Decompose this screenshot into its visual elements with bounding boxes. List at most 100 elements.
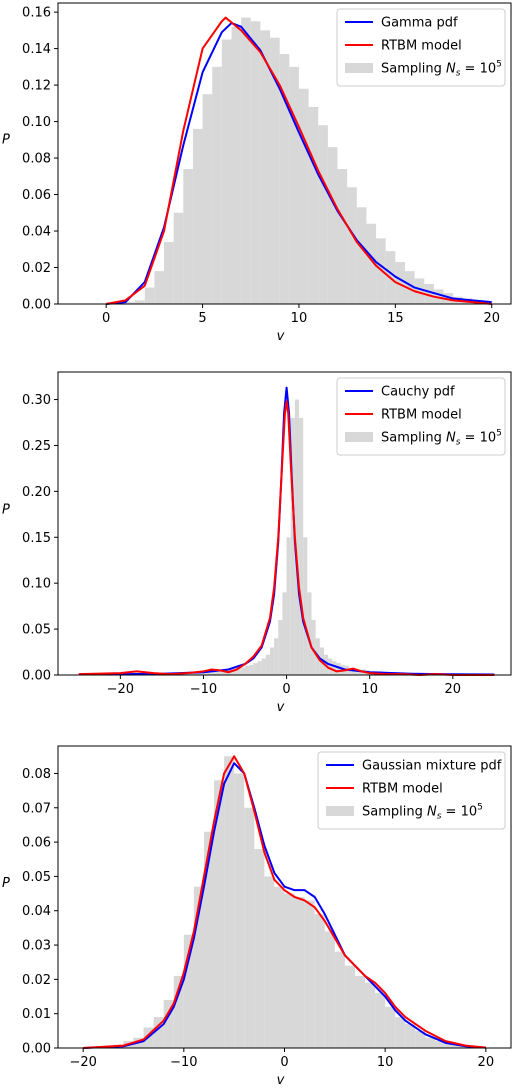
histogram-bar [318,125,328,304]
histogram-bar [249,665,253,675]
histogram-bar [260,30,270,304]
histogram-bar [309,107,319,304]
histogram-bar [332,661,336,675]
y-tick-label: 0.04 [22,904,51,919]
y-tick-label: 0.04 [22,225,51,240]
y-tick-label: 0.02 [22,261,51,276]
histogram-bar [365,983,375,1048]
legend-label: Cauchy pdf [381,385,455,400]
histogram-bar [299,418,303,675]
y-axis-label: P [2,133,10,148]
histogram-bar [245,666,249,675]
histogram-bar [193,129,203,304]
y-tick-label: 0.08 [22,152,51,167]
histogram-bar [216,671,220,675]
histogram-bar [305,900,315,1048]
histogram-bar [274,887,284,1048]
histogram-bar [315,914,325,1048]
histogram-bar [183,169,193,304]
histogram-bar [145,288,155,304]
histogram-bar [257,661,261,675]
histogram-bar [244,808,254,1048]
legend-label: RTBM model [381,39,462,54]
histogram-bar [287,537,291,675]
x-tick-label: 10 [361,682,378,697]
histogram-bar [270,647,274,675]
y-tick-label: 0.06 [22,188,51,203]
histogram-bar [262,658,266,675]
legend-sampling-swatch [345,432,373,442]
y-tick-label: 0.08 [22,767,51,782]
histogram-bar [285,894,295,1048]
x-tick-label: −10 [190,682,217,697]
legend-label: Sampling Ns = 105 [362,803,483,822]
histogram-bar [295,897,305,1048]
x-tick-label: 10 [291,311,308,326]
histogram-bar [251,21,261,304]
histogram-bar [241,18,251,304]
y-tick-label: 0.05 [22,623,51,638]
histogram-bar [231,27,241,304]
y-tick-label: 0.00 [22,1042,51,1057]
histogram-bar [338,169,348,304]
x-tick-label: 0 [280,1055,288,1070]
histogram-bar [357,207,367,304]
histogram-bar [241,668,245,675]
histogram-bar [325,931,335,1048]
y-tick-label: 0.30 [22,393,51,408]
histogram-bar [355,976,365,1048]
y-tick-label: 0.00 [22,298,51,313]
legend: Cauchy pdf RTBM model Sampling Ns = 105 [337,378,505,455]
y-axis-label: P [2,503,10,518]
histogram-bar [303,537,307,675]
histogram-bar [224,756,234,1048]
x-axis-label: v [277,700,285,715]
histogram-bar [264,876,274,1048]
x-axis-label: v [277,329,285,344]
y-tick-label: 0.14 [22,42,51,57]
x-tick-label: −10 [170,1055,197,1070]
histogram-bar [222,39,232,304]
legend-label: RTBM model [362,782,443,797]
x-tick-label: 5 [198,311,206,326]
y-tick-label: 0.10 [22,577,51,592]
histogram-bar [385,1007,395,1048]
y-tick-label: 0.10 [22,115,51,130]
histogram-bar [328,147,338,304]
legend-label: RTBM model [381,408,462,423]
x-tick-label: 15 [387,311,404,326]
histogram-bar [164,242,174,304]
y-tick-label: 0.20 [22,485,51,500]
histogram-bar [289,67,299,304]
x-tick-label: −20 [69,1055,96,1070]
x-tick-label: −20 [107,682,134,697]
histogram-bar [266,655,270,675]
x-axis-label: v [277,1073,285,1086]
legend-sampling-swatch [326,806,354,816]
histogram-bar [212,67,222,304]
histogram-bar [135,300,145,304]
x-tick-label: 20 [478,1055,495,1070]
histogram-bar [395,1017,405,1048]
histogram-bar [282,592,286,675]
y-axis-label: P [2,876,10,891]
y-tick-label: 0.12 [22,79,51,94]
y-tick-label: 0.01 [22,1007,51,1022]
histogram-bar [254,849,264,1048]
histogram-bar [425,1038,435,1048]
legend-label: Sampling Ns = 105 [381,60,502,79]
y-tick-label: 0.16 [22,6,51,21]
y-tick-label: 0.03 [22,939,51,954]
histogram-bar [375,993,385,1048]
histogram-bar [174,213,184,304]
histogram-bar [299,89,309,304]
x-tick-label: 0 [282,682,290,697]
x-tick-label: 10 [377,1055,394,1070]
x-tick-label: 20 [483,311,500,326]
legend-label: Sampling Ns = 105 [381,429,502,448]
